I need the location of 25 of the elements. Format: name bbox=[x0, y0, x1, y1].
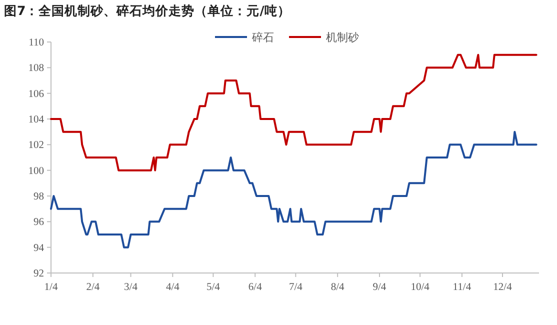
x-tick-label: 1/4 bbox=[44, 282, 58, 293]
x-tick-label: 3/4 bbox=[124, 282, 138, 293]
x-tick-label: 10/4 bbox=[410, 282, 430, 293]
legend-label: 碎石 bbox=[252, 31, 274, 44]
x-tick-label: 8/4 bbox=[330, 282, 346, 293]
x-tick-label: 4/4 bbox=[166, 282, 180, 293]
y-tick-label: 94 bbox=[34, 242, 45, 254]
x-tick-label: 11/4 bbox=[452, 282, 472, 293]
x-tick-label: 9/4 bbox=[372, 282, 387, 293]
legend-label: 机制砂 bbox=[326, 31, 359, 44]
y-tick-label: 98 bbox=[34, 192, 44, 202]
x-tick-label: 5/4 bbox=[206, 282, 221, 293]
y-tick-label: 106 bbox=[28, 88, 44, 100]
y-tick-label: 108 bbox=[28, 63, 44, 74]
x-tick-label: 12/4 bbox=[493, 282, 513, 293]
y-tick-label: 110 bbox=[28, 38, 44, 48]
y-tick-label: 102 bbox=[28, 140, 44, 152]
x-tick-label: 2/4 bbox=[86, 282, 100, 293]
y-tick-label: 96 bbox=[34, 217, 44, 228]
y-tick-label: 104 bbox=[28, 114, 45, 126]
y-tick-label: 92 bbox=[34, 268, 44, 280]
title: 图7：全国机制砂、碎石均价走势（单位：元/吨） bbox=[4, 3, 290, 18]
x-tick-label: 7/4 bbox=[288, 282, 304, 293]
x-tick-label: 6/4 bbox=[248, 282, 263, 293]
y-tick-label: 100 bbox=[28, 166, 44, 177]
